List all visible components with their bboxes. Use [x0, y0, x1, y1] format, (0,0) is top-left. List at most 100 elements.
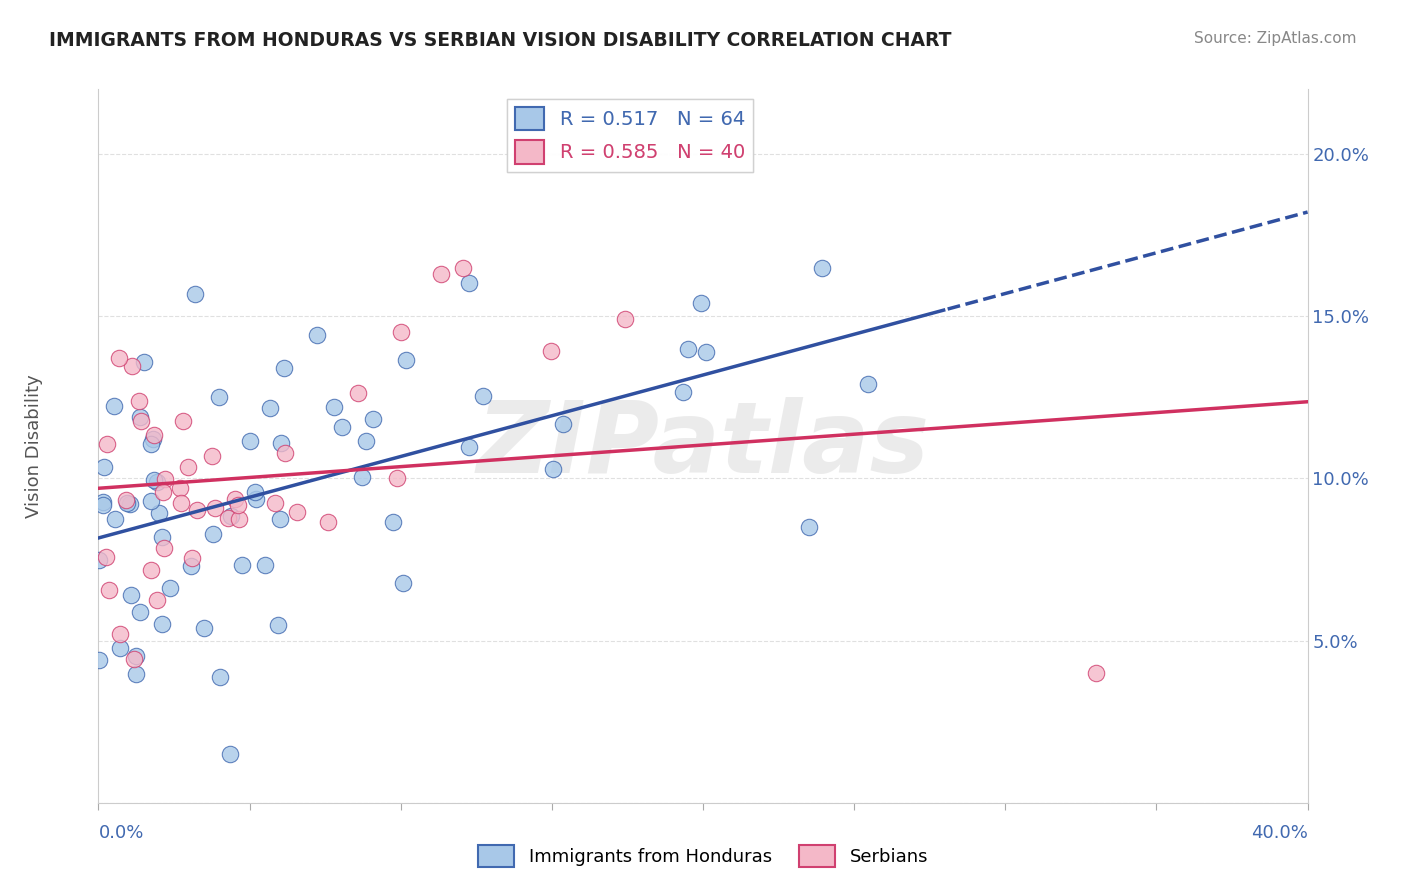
Point	[676, 342, 699, 356]
Text: IMMIGRANTS FROM HONDURAS VS SERBIAN VISION DISABILITY CORRELATION CHART: IMMIGRANTS FROM HONDURAS VS SERBIAN VISI…	[49, 31, 952, 50]
Point	[97, 582, 120, 597]
Point	[91, 494, 114, 508]
Point	[143, 473, 166, 487]
Point	[103, 399, 125, 413]
Point	[193, 621, 215, 635]
Point	[285, 505, 308, 519]
Point	[120, 588, 142, 602]
Text: ZIPatlas: ZIPatlas	[477, 398, 929, 494]
Point	[540, 343, 562, 358]
Point	[186, 503, 208, 517]
Point	[129, 409, 152, 424]
Point	[239, 434, 262, 449]
Point	[346, 386, 368, 401]
Text: Source: ZipAtlas.com: Source: ZipAtlas.com	[1194, 31, 1357, 46]
Point	[259, 401, 281, 416]
Point	[94, 550, 117, 565]
Point	[146, 592, 169, 607]
Point	[180, 558, 202, 573]
Point	[150, 530, 173, 544]
Point	[104, 512, 127, 526]
Point	[451, 260, 474, 275]
Point	[690, 296, 713, 310]
Point	[153, 541, 176, 555]
Point	[243, 485, 266, 500]
Legend: R = 0.517   N = 64, R = 0.585   N = 40: R = 0.517 N = 64, R = 0.585 N = 40	[508, 99, 752, 171]
Point	[458, 276, 481, 290]
Point	[1085, 666, 1108, 681]
Point	[274, 445, 297, 459]
Point	[551, 417, 574, 432]
Point	[118, 497, 141, 511]
Point	[208, 670, 231, 684]
Point	[125, 667, 148, 681]
Point	[253, 558, 276, 573]
Point	[323, 400, 346, 414]
Point	[153, 472, 176, 486]
Point	[172, 414, 194, 428]
Point	[184, 287, 207, 301]
Point	[115, 495, 138, 509]
Point	[430, 268, 453, 282]
Point	[108, 351, 131, 365]
Point	[316, 515, 339, 529]
Point	[231, 558, 253, 573]
Legend: Immigrants from Honduras, Serbians: Immigrants from Honduras, Serbians	[471, 838, 935, 874]
Point	[125, 648, 148, 663]
Point	[856, 377, 879, 392]
Point	[797, 520, 820, 534]
Point	[395, 353, 418, 368]
Point	[142, 432, 165, 446]
Point	[202, 526, 225, 541]
Point	[543, 462, 565, 476]
Point	[148, 506, 170, 520]
Point	[264, 496, 287, 510]
Point	[392, 575, 415, 590]
Point	[115, 493, 138, 508]
Point	[159, 581, 181, 595]
Point	[810, 260, 832, 275]
Point	[143, 428, 166, 442]
Point	[245, 491, 267, 506]
Point	[354, 434, 377, 448]
Point	[122, 652, 145, 666]
Point	[228, 498, 250, 512]
Point	[139, 437, 162, 451]
Point	[108, 627, 131, 641]
Point	[672, 385, 695, 400]
Point	[350, 470, 373, 484]
Point	[270, 436, 292, 450]
Point	[471, 389, 494, 403]
Point	[381, 516, 404, 530]
Point	[141, 494, 163, 508]
Point	[201, 449, 224, 463]
Point	[108, 641, 131, 656]
Point	[458, 440, 481, 454]
Point	[695, 344, 717, 359]
Point	[361, 411, 384, 425]
Point	[169, 496, 191, 510]
Point	[87, 553, 110, 567]
Point	[129, 605, 152, 619]
Point	[150, 616, 173, 631]
Point	[139, 563, 162, 577]
Point	[208, 391, 231, 405]
Point	[330, 419, 353, 434]
Point	[389, 326, 412, 340]
Point	[181, 550, 204, 565]
Point	[91, 498, 114, 512]
Point	[218, 747, 240, 761]
Point	[613, 312, 636, 326]
Point	[87, 653, 110, 667]
Point	[145, 475, 167, 489]
Point	[269, 512, 291, 526]
Point	[128, 394, 150, 409]
Point	[204, 500, 226, 515]
Point	[169, 481, 191, 495]
Point	[152, 485, 174, 500]
Point	[177, 459, 200, 474]
Point	[219, 509, 242, 524]
Text: 40.0%: 40.0%	[1251, 824, 1308, 842]
Point	[224, 491, 246, 506]
Y-axis label: Vision Disability: Vision Disability	[25, 374, 42, 518]
